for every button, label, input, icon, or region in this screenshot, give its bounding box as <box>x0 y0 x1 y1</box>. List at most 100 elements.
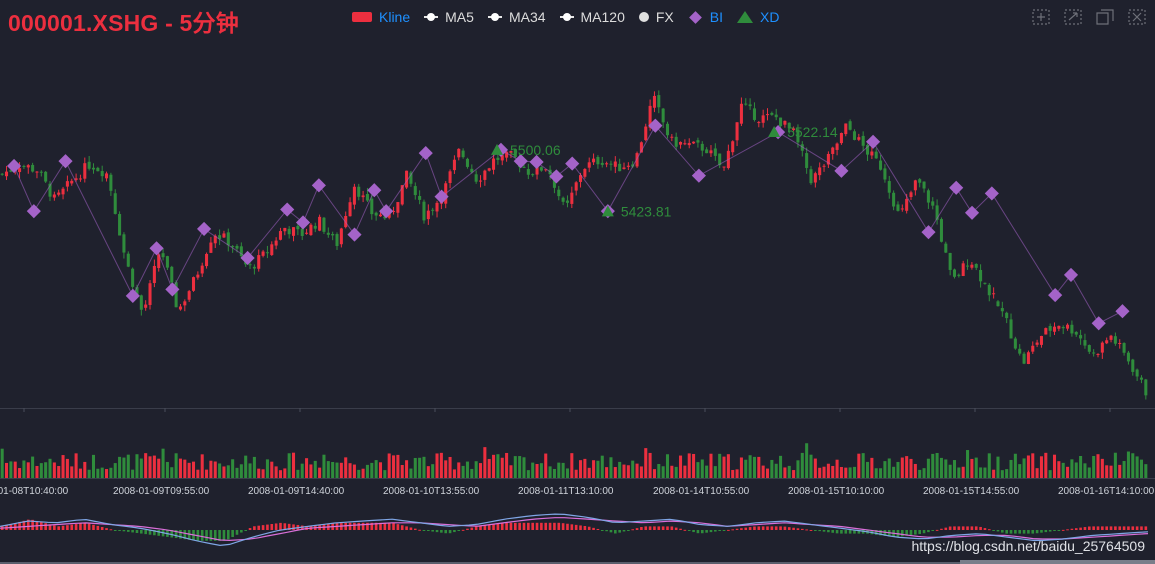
bi-diamond-marker <box>311 178 326 193</box>
chart-title: 000001.XSHG - 5分钟 <box>8 10 239 36</box>
volume-bar <box>635 463 639 478</box>
macd-histogram-bar <box>700 530 704 534</box>
volume-bar <box>300 463 304 478</box>
macd-histogram-bar <box>557 522 561 530</box>
macd-histogram-bar <box>413 528 417 530</box>
macd-histogram-bar <box>448 530 452 534</box>
volume-bar <box>157 458 161 478</box>
candle-body <box>448 171 452 183</box>
volume-bar <box>739 457 743 478</box>
volume-bar <box>774 463 778 478</box>
volume-bar <box>478 463 483 478</box>
legend-xd-label: XD <box>760 9 780 25</box>
macd-histogram-bar <box>1144 526 1148 530</box>
macd-histogram-bar <box>509 522 513 530</box>
volume-bar <box>1074 462 1078 478</box>
bi-diamond-marker <box>1115 304 1130 319</box>
volume-bar <box>579 460 583 478</box>
candle-body <box>370 198 374 215</box>
candle-body <box>274 240 278 246</box>
legend-item-xd[interactable]: XD <box>737 9 779 25</box>
candle-body <box>896 204 900 211</box>
volume-bar <box>1005 469 1009 478</box>
volume-bar <box>787 465 791 478</box>
candle-body <box>674 136 678 147</box>
candle-body <box>987 284 991 296</box>
volume-bar <box>857 453 861 478</box>
candle-body <box>91 167 96 170</box>
macd-histogram-bar <box>353 522 356 530</box>
macd-histogram-bar <box>440 530 443 533</box>
volume-bar <box>209 460 213 478</box>
candle-body <box>339 228 343 245</box>
candle-body <box>1057 325 1061 329</box>
candle-body <box>1118 342 1122 344</box>
macd-histogram-bar <box>1014 530 1017 534</box>
zoom-icon[interactable] <box>1031 8 1051 26</box>
candle-body <box>887 181 891 193</box>
macd-histogram-bar <box>144 530 147 535</box>
candle-body <box>992 293 996 295</box>
macd-histogram-bar <box>692 530 695 533</box>
legend-item-ma34[interactable]: MA34 <box>487 9 546 25</box>
xd-triangle-marker <box>768 126 781 138</box>
volume-bar <box>448 456 452 478</box>
volume-bar <box>935 452 939 478</box>
legend-item-fx[interactable]: FX <box>638 9 674 25</box>
legend-item-kline[interactable]: Kline <box>352 9 410 25</box>
bi-diamond-marker <box>347 227 362 242</box>
volume-bar <box>783 467 787 478</box>
candle-body <box>952 269 957 277</box>
macd-histogram-bar <box>774 526 778 530</box>
volume-bar <box>570 453 574 478</box>
macd-histogram-bar <box>213 530 217 541</box>
macd-histogram-bar <box>709 530 713 533</box>
volume-bar <box>748 455 752 478</box>
volume-bar <box>126 454 130 478</box>
volume-bar <box>1139 459 1143 478</box>
candle-body <box>231 246 235 248</box>
legend-item-ma120[interactable]: MA120 <box>559 9 625 25</box>
candle-body <box>470 168 474 173</box>
candle-body <box>48 183 52 197</box>
legend-xd-swatch <box>737 11 753 23</box>
volume-bar <box>87 469 91 478</box>
macd-histogram-bar <box>687 530 691 531</box>
bi-diamond-marker <box>1063 267 1079 282</box>
candle-body <box>196 274 200 278</box>
x-tick-label: 2008-01-10T13:55:00 <box>383 486 480 497</box>
volume-bar <box>909 458 913 478</box>
legend-item-bi[interactable]: BI <box>688 9 723 25</box>
data-view-icon[interactable] <box>1095 8 1115 26</box>
zoom-reset-icon[interactable] <box>1063 8 1083 26</box>
candle-body <box>183 301 187 306</box>
macd-histogram-bar <box>705 530 708 533</box>
candle-body <box>278 231 282 240</box>
macd-histogram-bar <box>253 526 256 530</box>
volume-bar <box>378 462 383 478</box>
macd-histogram-bar <box>1057 530 1061 531</box>
macd-histogram-bar <box>779 526 782 530</box>
volume-bar <box>718 453 722 478</box>
volume-bar <box>526 470 530 478</box>
macd-histogram-bar <box>48 524 52 530</box>
candle-body <box>796 129 800 143</box>
candle-body <box>200 265 204 274</box>
candle-body <box>31 164 35 172</box>
candle-body <box>1009 319 1013 339</box>
candle-body <box>866 145 870 155</box>
volume-bar <box>57 466 61 478</box>
candle-body <box>839 133 843 144</box>
restore-icon[interactable] <box>1127 8 1147 26</box>
macd-histogram-bar <box>1061 529 1065 531</box>
macd-histogram-bar <box>818 530 821 532</box>
volume-series <box>0 443 1148 478</box>
volume-bar <box>31 456 35 478</box>
macd-histogram-bar <box>422 530 426 531</box>
volume-bar <box>205 469 209 478</box>
volume-bar <box>735 469 739 478</box>
legend-item-ma5[interactable]: MA5 <box>424 9 474 25</box>
volume-bar <box>552 468 556 478</box>
bi-diamond-marker <box>529 154 544 170</box>
macd-histogram-bar <box>596 528 600 530</box>
